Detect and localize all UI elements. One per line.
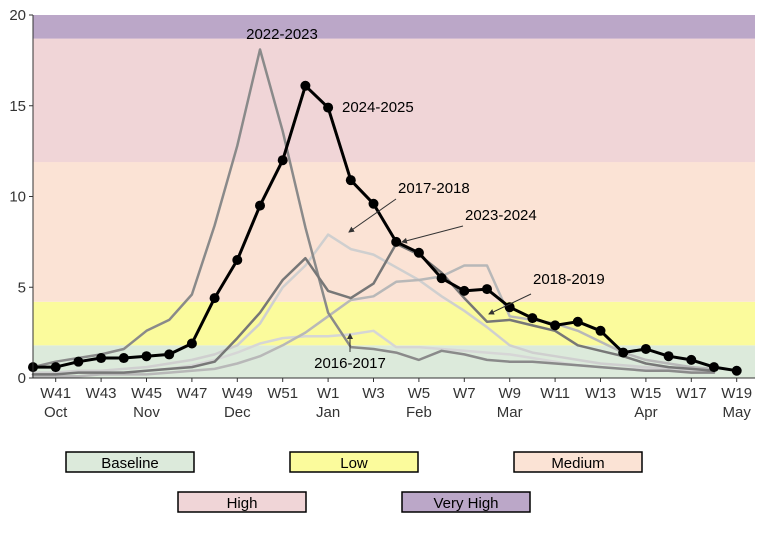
y-tick-label: 0 [18, 370, 26, 387]
data-point-2024-2025 [595, 325, 606, 336]
legend-label-very-high: Very High [433, 495, 498, 512]
data-point-2024-2025 [118, 353, 129, 364]
data-point-2024-2025 [640, 343, 651, 354]
legend-box-medium [513, 451, 643, 473]
band-very-high [33, 15, 755, 39]
x-tick-label-month: Nov [133, 404, 160, 421]
x-tick-label-week: W19 [721, 385, 752, 402]
x-tick-label-month: Dec [224, 404, 251, 421]
season-series [28, 48, 742, 378]
band-low [33, 301, 755, 346]
data-point-2024-2025 [504, 302, 515, 313]
data-point-2024-2025 [50, 362, 61, 373]
x-tick-label-month: May [723, 404, 752, 421]
y-tick-label: 20 [9, 7, 26, 24]
data-point-2024-2025 [391, 236, 402, 247]
data-point-2024-2025 [618, 347, 629, 358]
series-line-2022-2023 [31, 48, 716, 374]
data-point-2024-2025 [459, 285, 470, 296]
series-line-2023-2024 [31, 242, 716, 376]
legend-label-low: Low [340, 455, 368, 472]
season-annotations: 2022-2023 2024-2025 2017-2018 2023-2024 2018… [246, 26, 605, 372]
data-point-2024-2025 [73, 356, 84, 367]
annotation-arrow-2018-2019 [488, 293, 532, 315]
legend-box-low [289, 451, 419, 473]
legend-label-high: High [227, 495, 258, 512]
x-tick-label-week: W45 [131, 385, 162, 402]
data-point-2024-2025 [300, 80, 311, 91]
x-tick-label-week: W11 [540, 385, 570, 402]
x-tick-label-month: Feb [406, 404, 432, 421]
data-point-2024-2025 [436, 273, 447, 284]
data-point-2024-2025 [686, 354, 697, 365]
x-tick-label-week: W13 [585, 385, 616, 402]
band-high [33, 38, 755, 163]
x-tick-label-week: W49 [222, 385, 253, 402]
data-point-2024-2025 [413, 247, 424, 258]
annotation-arrow-2017-2018 [348, 198, 397, 233]
legend-box-high [177, 491, 307, 513]
x-tick-label-week: W3 [362, 385, 385, 402]
data-point-2024-2025 [663, 351, 674, 362]
data-point-2024-2025 [368, 198, 379, 209]
annotation-label-2018-2019: 2018-2019 [533, 271, 605, 288]
legend: Baseline Low Medium High Very High [65, 451, 643, 513]
series-line-2018-2019 [31, 264, 716, 378]
annotation-label-2024-2025: 2024-2025 [342, 99, 414, 116]
x-tick-label-week: W9 [498, 385, 521, 402]
data-point-2024-2025 [527, 313, 538, 324]
data-point-2024-2025 [572, 316, 583, 327]
x-tick-label-month: Oct [44, 404, 68, 421]
data-point-2024-2025 [255, 200, 265, 211]
data-point-2024-2025 [731, 365, 742, 376]
legend-box-baseline [65, 451, 195, 473]
data-point-2024-2025 [164, 349, 175, 360]
x-tick-label-week: W15 [630, 385, 661, 402]
annotation-label-2017-2018: 2017-2018 [398, 180, 470, 197]
x-tick-label-week: W43 [86, 385, 117, 402]
y-tick-label: 15 [9, 98, 26, 115]
x-tick-label-week: W47 [176, 385, 207, 402]
x-tick-label-month: Apr [634, 404, 657, 421]
legend-label-baseline: Baseline [101, 455, 159, 472]
data-point-2024-2025 [232, 255, 243, 266]
data-point-2024-2025 [482, 284, 492, 295]
annotation-label-2022-2023: 2022-2023 [246, 26, 318, 43]
x-tick-label-week: W51 [267, 385, 298, 402]
y-tick-label: 10 [9, 189, 26, 206]
annotation-arrow-2023-2024 [401, 225, 464, 244]
data-point-2024-2025 [550, 320, 561, 331]
series-line-2017-2018 [31, 233, 716, 374]
x-tick-label-week: W17 [676, 385, 707, 402]
data-point-2024-2025 [209, 293, 220, 304]
activity-level-bands [33, 15, 755, 378]
data-point-2024-2025 [709, 362, 719, 373]
legend-box-very-high [401, 491, 531, 513]
data-point-2024-2025 [323, 102, 334, 113]
annotation-label-2016-2017: 2016-2017 [314, 355, 386, 372]
x-tick-label-month: Jan [316, 404, 340, 421]
axes: 0 5 10 15 20 W41 Oct W43 W45 Nov W47 W49 Dec W51 W1 Jan… [9, 7, 755, 421]
data-point-2024-2025 [186, 338, 197, 349]
x-tick-label-month: Mar [497, 404, 523, 421]
annotation-label-2023-2024: 2023-2024 [465, 207, 537, 224]
x-tick-label-week: W1 [317, 385, 340, 402]
legend-label-medium: Medium [551, 455, 604, 472]
x-tick-label-week: W7 [453, 385, 476, 402]
data-point-2024-2025 [96, 353, 107, 364]
data-point-2024-2025 [277, 155, 288, 166]
data-point-2024-2025 [345, 175, 356, 186]
x-tick-label-week: W5 [408, 385, 431, 402]
x-tick-label-week: W41 [40, 385, 71, 402]
y-tick-label: 5 [18, 279, 26, 296]
band-medium [33, 162, 755, 302]
data-point-2024-2025 [141, 351, 152, 362]
